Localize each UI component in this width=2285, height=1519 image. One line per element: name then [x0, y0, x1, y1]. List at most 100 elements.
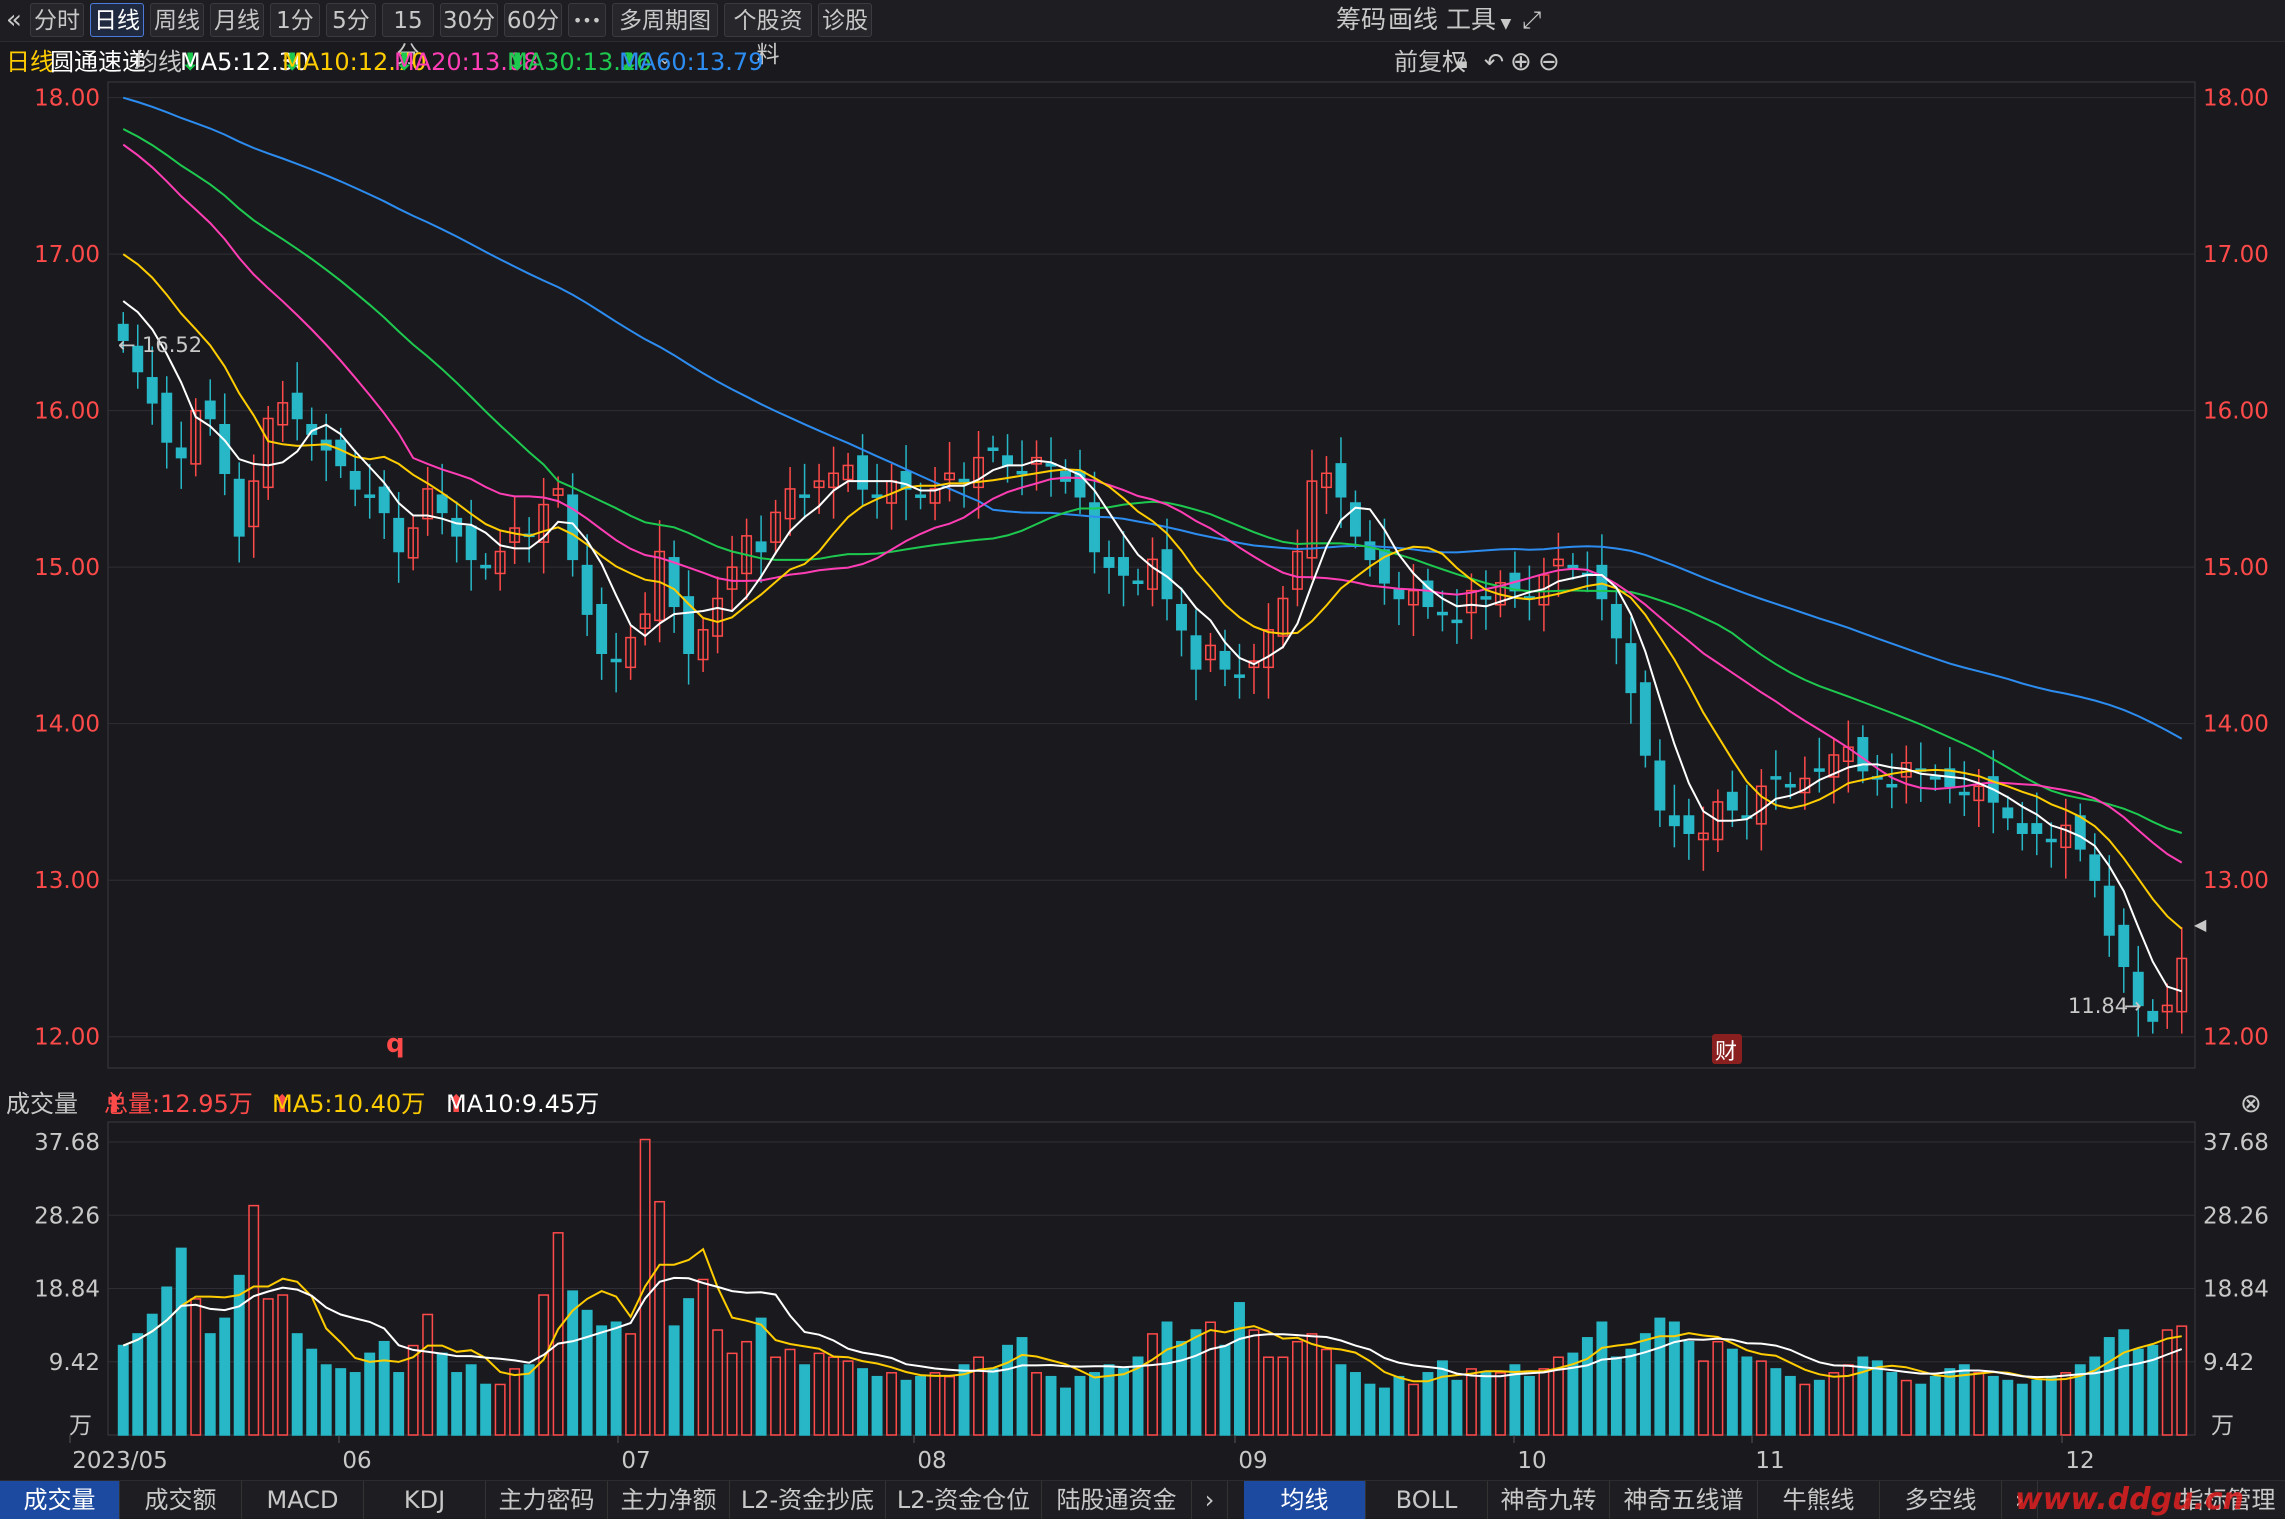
candle-body [1132, 580, 1144, 585]
tools-button[interactable]: 工具 ▼ [1446, 3, 1511, 37]
candle-body [393, 517, 405, 553]
candle-body [509, 527, 521, 543]
candle-body [117, 323, 129, 341]
multi-period-button[interactable]: 多周期图 ⌄ [612, 3, 718, 68]
draw-line-button[interactable]: 画线 [1388, 5, 1439, 34]
chevron-right-icon-2[interactable]: › [2002, 1481, 2038, 1519]
tab-main-net[interactable]: 主力净额 [608, 1481, 730, 1519]
candle-body [1755, 785, 1767, 825]
volume-bar [1161, 1321, 1173, 1436]
candle-body [1349, 502, 1361, 537]
tab-60min[interactable]: 60分 [504, 3, 562, 37]
volume-bar [204, 1333, 216, 1436]
volume-bar [1176, 1340, 1187, 1436]
tab-1min[interactable]: 1分 [270, 3, 320, 37]
lock-icon[interactable]: 🔒︎ [1456, 49, 1468, 74]
candle-body [1784, 783, 1796, 788]
tab-long-short[interactable]: 多空线 [1880, 1481, 2002, 1519]
chevron-right-icon[interactable]: › [1192, 1481, 1228, 1519]
tab-main-code[interactable]: 主力密码 [486, 1481, 608, 1519]
undo-icon[interactable]: ↶ [1484, 48, 1505, 76]
price-axis: 18.00 18.00 17.00 17.00 16.00 16.00 15.00 15.00… [34, 86, 2269, 1051]
tab-northbound[interactable]: 陆股通资金 [1042, 1481, 1192, 1519]
candle-body [1436, 611, 1448, 616]
tab-l2-position[interactable]: L2-资金仓位 [886, 1481, 1042, 1519]
zoom-out-icon[interactable]: ⊖ [1538, 47, 1560, 77]
volume-bar [886, 1372, 898, 1436]
ma-label[interactable]: 均线 [134, 48, 182, 76]
volume-bar [1828, 1372, 1840, 1436]
tab-magic-nine[interactable]: 神奇九转 [1488, 1481, 1610, 1519]
x-tick-label: 08 [917, 1448, 946, 1474]
back-icon[interactable]: « [6, 5, 22, 35]
tab-l2-bottom[interactable]: L2-资金抄底 [730, 1481, 886, 1519]
volume-tick-label-left: 9.42 [49, 1350, 100, 1376]
candle-body [320, 439, 332, 451]
volume-bar [1306, 1333, 1318, 1436]
close-icon[interactable]: ⊗ [2240, 1089, 2262, 1119]
arrow-down-icon: ⬇ [619, 48, 640, 76]
price-tick-label-right: 12.00 [2203, 1025, 2269, 1051]
tab-ma[interactable]: 均线 [1244, 1481, 1366, 1519]
adjust-button[interactable]: 前复权 [1394, 48, 1466, 76]
tab-15min[interactable]: 15分 [382, 3, 434, 68]
zoom-in-icon[interactable]: ⊕ [1510, 47, 1532, 77]
candle-body [1915, 768, 1927, 772]
candle-body [1799, 777, 1811, 794]
volume-bar [1538, 1368, 1550, 1436]
cai-marker-bg[interactable] [1712, 1034, 1742, 1064]
candle-body [1393, 588, 1405, 600]
volume-bar [857, 1368, 869, 1436]
expand-icon[interactable]: ⤢ [1522, 6, 1542, 34]
more-periods-button[interactable]: ••• [568, 3, 606, 37]
volume-ma5-line [122, 1247, 2182, 1383]
chips-button[interactable]: 筹码 [1336, 5, 1387, 34]
candle-body [2002, 807, 2014, 819]
tab-weekly[interactable]: 周线 [150, 3, 204, 37]
tab-kdj[interactable]: KDJ [364, 1481, 486, 1519]
tab-fenshi[interactable]: 分时 [30, 3, 84, 37]
volume-bar [2045, 1375, 2057, 1436]
volume-bar [1465, 1368, 1477, 1436]
candle-body [828, 472, 840, 489]
volume-unit-right: 万 [2211, 1413, 2234, 1439]
volume-bar [1205, 1321, 1216, 1436]
tab-daily[interactable]: 日线 [90, 3, 144, 37]
candle-body [842, 464, 854, 481]
candle-body [1219, 650, 1231, 670]
volume-bar [1871, 1360, 1883, 1436]
volume-bar [393, 1372, 405, 1436]
tab-bull-bear[interactable]: 牛熊线 [1758, 1481, 1880, 1519]
tab-monthly[interactable]: 月线 [210, 3, 264, 37]
q-marker[interactable]: q [386, 1029, 405, 1059]
volume-bar [1147, 1333, 1158, 1436]
tab-turnover[interactable]: 成交额 [120, 1481, 242, 1519]
price-tick-label-left: 14.00 [34, 712, 100, 738]
candle-body [1320, 472, 1332, 489]
volume-bar [175, 1247, 187, 1436]
volume-bar [349, 1372, 361, 1436]
tab-macd[interactable]: MACD [242, 1481, 364, 1519]
tab-5min[interactable]: 5分 [326, 3, 376, 37]
volume-title: 成交量 [6, 1090, 78, 1118]
candle-body [407, 527, 419, 559]
stock-info-button[interactable]: 个股资料 [724, 3, 812, 68]
diagnose-button[interactable]: 诊股 [818, 3, 872, 37]
candle-body [1465, 589, 1477, 614]
tab-volume[interactable]: 成交量 [0, 1481, 120, 1519]
tab-magic-five[interactable]: 神奇五线谱 [1610, 1481, 1758, 1519]
candle-body [2089, 854, 2101, 881]
candle-body [1089, 502, 1100, 553]
candle-body [219, 424, 231, 475]
volume-bar [1103, 1364, 1115, 1436]
volume-ma10: MA10:9.45万 ⬆ [446, 1090, 600, 1118]
volume-bar [1944, 1368, 1956, 1436]
cai-marker[interactable]: 财 [1715, 1040, 1737, 1065]
price-tick-label-left: 15.00 [34, 555, 100, 581]
candle-body [1973, 785, 1985, 802]
tab-boll[interactable]: BOLL [1366, 1481, 1488, 1519]
indicator-manage-button[interactable]: 指标管理 [2179, 1486, 2276, 1514]
volume-bar [1060, 1387, 1071, 1436]
tab-30min[interactable]: 30分 [440, 3, 498, 37]
